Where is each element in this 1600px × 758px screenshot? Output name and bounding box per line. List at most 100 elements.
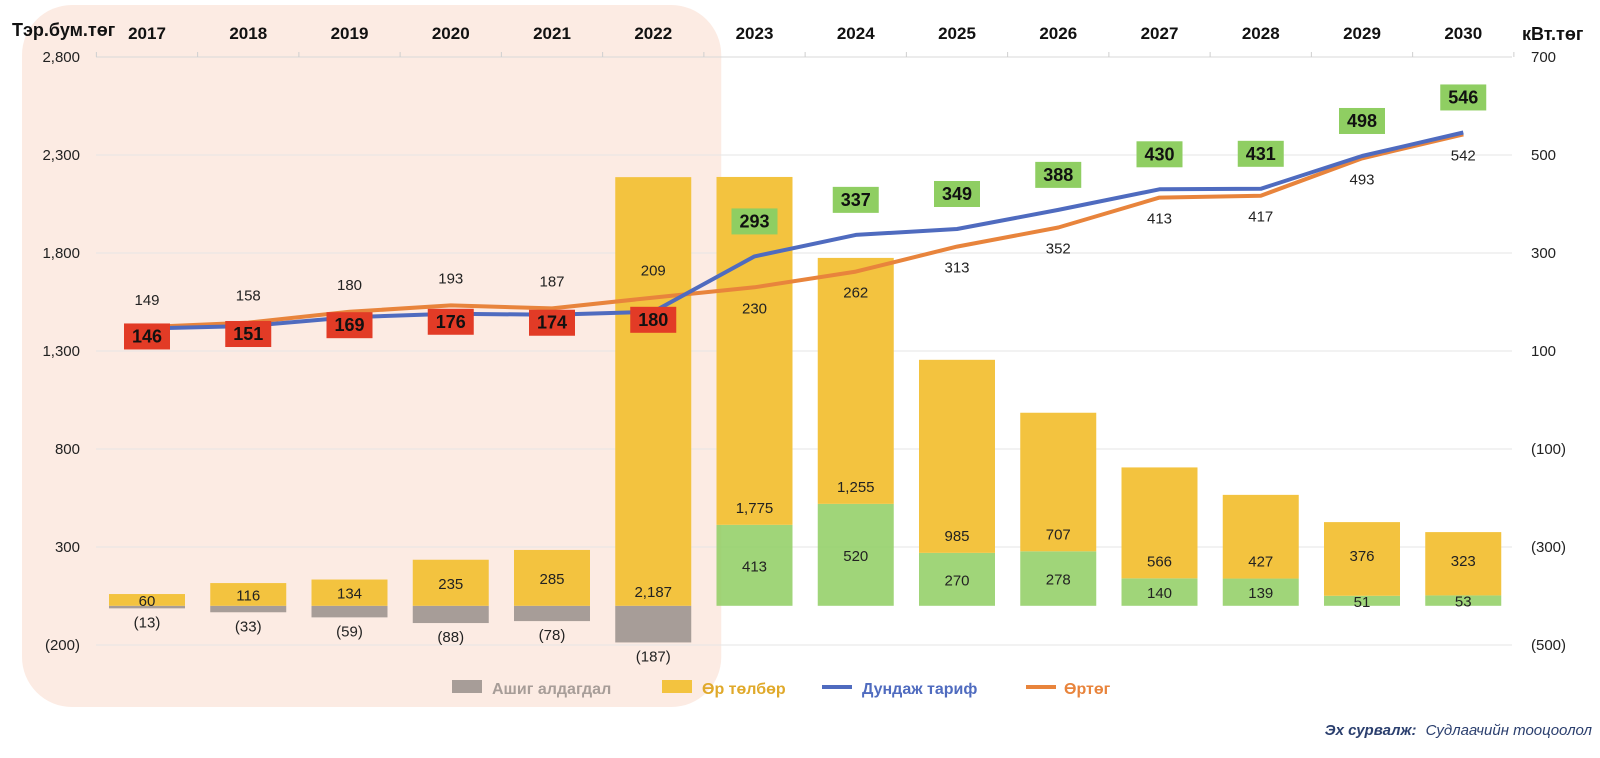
tariff-badge [832, 186, 879, 213]
x-tick-label: 2021 [533, 24, 571, 43]
bar-debt [817, 257, 894, 504]
bar-loss [210, 605, 287, 613]
tariff-badge [630, 306, 677, 333]
x-tick-label: 2018 [229, 24, 267, 43]
bar-label-debt: 707 [1046, 526, 1071, 543]
tariff-badge [1237, 140, 1284, 167]
tariff-badge [225, 321, 272, 348]
bar-label-loss: 53 [1455, 594, 1472, 611]
y-left-tick-label: 2,800 [42, 49, 80, 66]
bar-debt [1121, 467, 1198, 579]
bar-debt [615, 177, 692, 606]
tariff-badge-label: 431 [1246, 144, 1276, 164]
grid-layer: 2,800 2,300 1,800 1,300 800 300 (200) 700 500 300… [42, 24, 1566, 654]
tariff-badge-label: 337 [841, 190, 871, 210]
y-left-tick-label: 300 [55, 539, 80, 556]
x-tick-label: 2019 [331, 24, 369, 43]
bar-label-debt: 60 [139, 593, 156, 610]
source-note: Эх сурвалж: Судлаачийн тооцоолол [1325, 722, 1593, 739]
historical-highlight-region [22, 5, 722, 707]
bar-profit [817, 503, 894, 606]
bar-loss [109, 605, 185, 609]
legend: Ашиг алдагдал Өр төлбөр Дундаж тариф Өрт… [452, 680, 1111, 698]
y-right-tick-label: 500 [1531, 147, 1556, 164]
y-right-tick-label: (500) [1531, 637, 1566, 654]
bar-debt [716, 176, 793, 525]
bar-debt [109, 594, 185, 606]
tariff-badge-label: 180 [638, 310, 668, 330]
line-label-cost: 262 [843, 285, 868, 302]
bar-label-loss: 139 [1248, 585, 1273, 602]
tariff-badge [326, 312, 373, 339]
legend-swatch-debt [662, 680, 692, 693]
x-tick-label: 2029 [1343, 24, 1381, 43]
bar-debt [311, 579, 388, 606]
line-label-cost: 313 [944, 260, 969, 277]
x-tick-label: 2024 [837, 24, 875, 43]
y-right-tick-label: (100) [1531, 441, 1566, 458]
svg-text:Эх сурвалж: Судлаачийн т: Эх сурвалж: Судлаачийн тооцоолол [1325, 722, 1593, 739]
tariff-badge [124, 323, 170, 350]
bar-label-loss: (78) [539, 627, 566, 644]
bar-label-loss: (88) [437, 629, 464, 646]
tariff-badge [1440, 84, 1487, 111]
line-label-cost: 193 [438, 270, 463, 287]
bar-label-loss: 413 [742, 558, 767, 575]
source-prefix: Эх сурвалж: [1325, 722, 1417, 739]
x-tick-label: 2023 [736, 24, 774, 43]
tariff-badge [731, 208, 778, 235]
bar-label-loss: (33) [235, 618, 262, 635]
y-left-tick-label: 1,800 [42, 245, 80, 262]
bar-label-debt: 116 [236, 587, 260, 604]
tariff-badge-label: 293 [739, 211, 769, 231]
y-right-tick-label: 300 [1531, 245, 1556, 262]
bar-profit [1425, 595, 1502, 606]
line-label-cost: 209 [641, 263, 666, 280]
y-left-tick-label: 2,300 [42, 147, 80, 164]
bar-debt [412, 559, 489, 606]
y-right-tick-label: 700 [1531, 49, 1556, 66]
x-tick-label: 2017 [128, 24, 166, 43]
tariff-badge [1035, 161, 1082, 188]
bar-label-debt: 376 [1349, 548, 1374, 565]
x-tick-label: 2028 [1242, 24, 1280, 43]
x-tick-label: 2026 [1039, 24, 1077, 43]
bar-label-loss: 520 [843, 548, 868, 565]
line-label-cost: 187 [539, 273, 564, 290]
tariff-badge-label: 146 [132, 326, 162, 346]
tariff-badge-label: 546 [1448, 87, 1478, 107]
bar-label-debt: 235 [438, 576, 463, 593]
bar-label-debt: 1,775 [736, 500, 774, 517]
line-label-cost: 180 [337, 277, 362, 294]
tariff-badge [529, 309, 575, 336]
y-right-tick-label: 100 [1531, 343, 1556, 360]
y-right-axis-title: кВт.төг [1522, 24, 1584, 44]
line-label-cost: 413 [1147, 211, 1172, 228]
tariff-badge-label: 174 [537, 313, 567, 333]
bar-debt [1020, 412, 1097, 552]
bar-debt [210, 583, 287, 606]
bar-profit [1020, 551, 1097, 606]
x-tick-label: 2020 [432, 24, 470, 43]
bar-label-loss: (59) [336, 623, 363, 640]
y-left-tick-label: (200) [45, 637, 80, 654]
bar-loss [514, 605, 590, 622]
bar-debt [514, 549, 590, 606]
bar-debt [1324, 522, 1400, 596]
bar-label-loss: (187) [636, 648, 671, 665]
bar-debt [1425, 532, 1502, 596]
bar-profit [919, 552, 995, 606]
line-label-cost: 149 [134, 292, 159, 309]
tariff-badge [1339, 107, 1385, 134]
bar-label-loss: 140 [1147, 585, 1172, 602]
labels-layer: (13) 60 (33) 116 (59) 134 (88) 235 (78) 285 (187) 2… [124, 84, 1487, 665]
background-layer [22, 5, 722, 707]
bar-label-debt: 566 [1147, 553, 1172, 570]
bar-label-debt: 285 [539, 571, 564, 588]
tariff-badge-label: 176 [436, 312, 466, 332]
bar-profit [1222, 578, 1299, 606]
bar-debt [919, 359, 995, 553]
tariff-badge-label: 151 [233, 324, 263, 344]
legend-swatch-loss [452, 680, 482, 693]
